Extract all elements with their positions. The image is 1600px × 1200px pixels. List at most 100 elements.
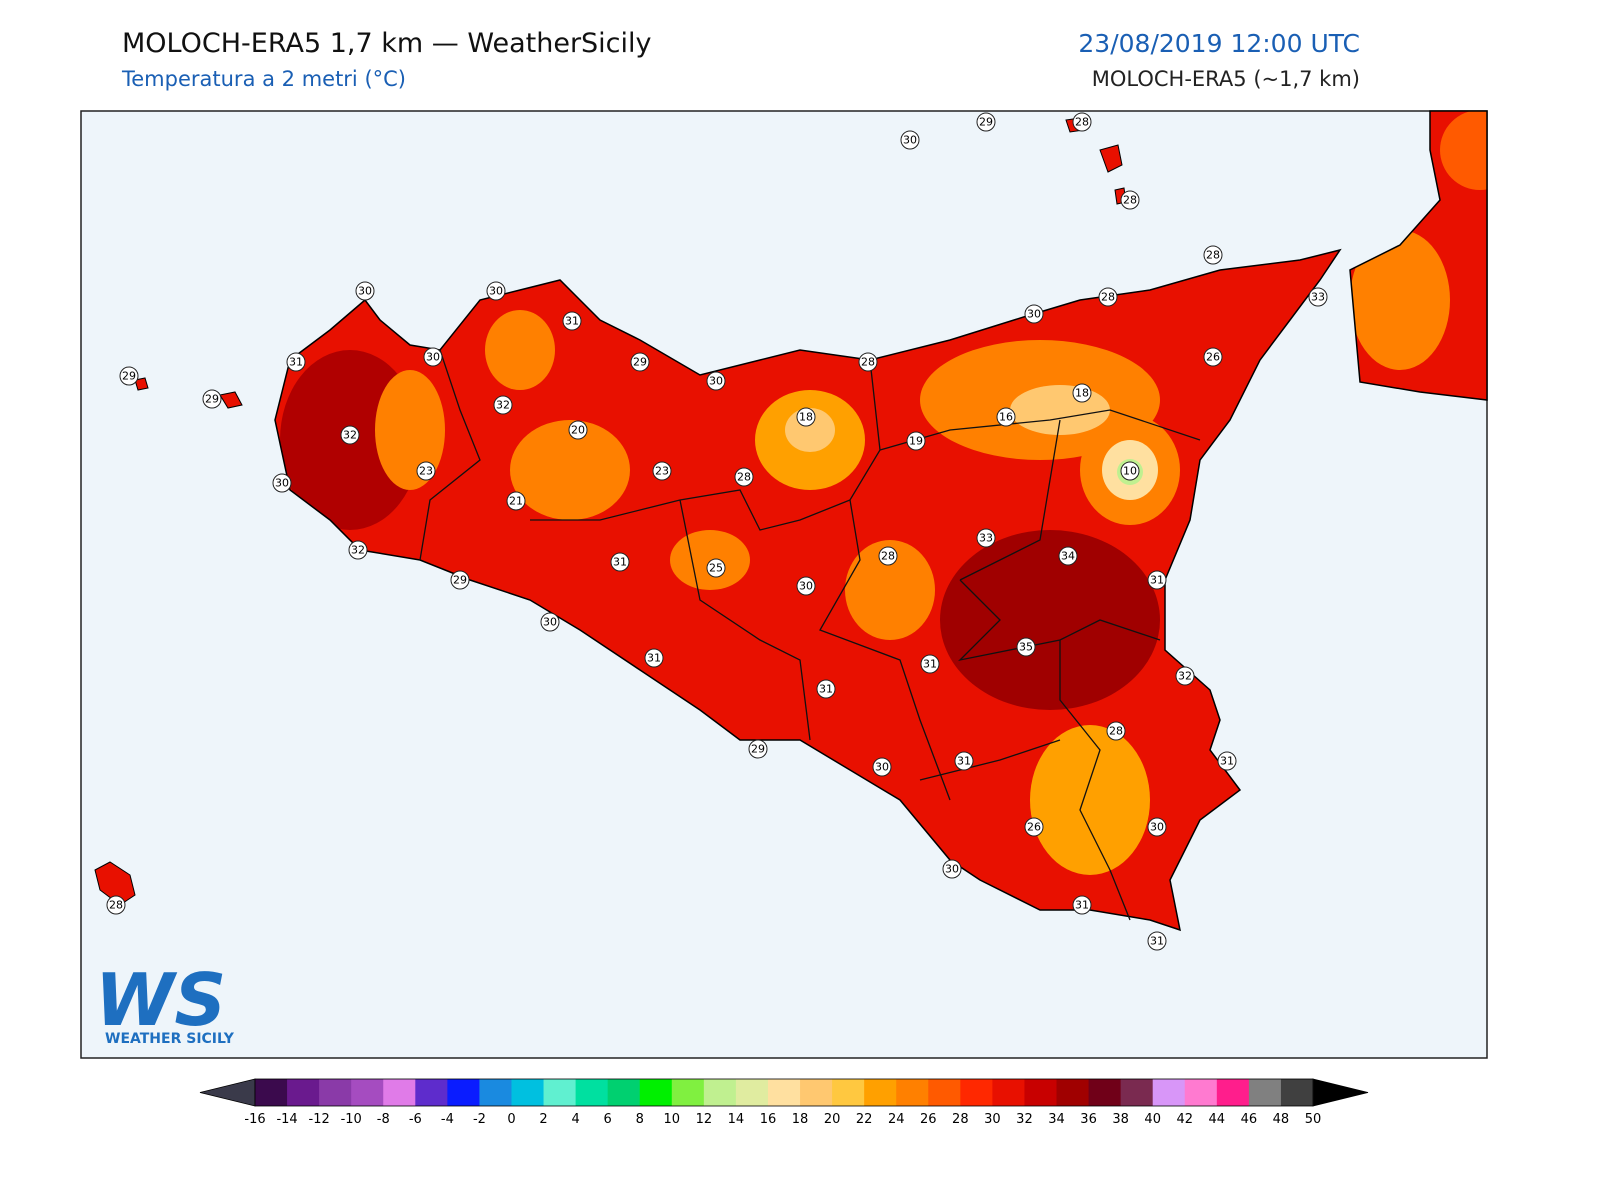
colorbar-tick-label: 18 [792,1112,809,1127]
station-value: 34 [1061,550,1075,563]
station-marker [1058,546,1078,566]
station: 31 [954,751,974,771]
colorbar-tick-label: 36 [1080,1112,1097,1127]
station-value: 28 [861,356,875,369]
station: 32 [348,540,368,560]
station: 29 [748,739,768,759]
colorbar-swatch [351,1079,384,1106]
colorbar-swatch [415,1079,448,1106]
station-marker [976,528,996,548]
colorbar-swatch [479,1079,512,1106]
station-value: 25 [709,562,723,575]
station-marker [1106,721,1126,741]
station-marker [796,576,816,596]
station-marker [706,371,726,391]
colorbar-tick-label: 20 [824,1112,841,1127]
colorbar-tick-label: 34 [1048,1112,1065,1127]
station-value: 31 [923,658,937,671]
station-value: 28 [737,471,751,484]
station-value: 20 [571,424,585,437]
station-value: 30 [275,477,289,490]
logo-mark: WS [95,958,226,1042]
station-marker [920,654,940,674]
colorbar-swatch [1280,1079,1314,1106]
station-marker [423,347,443,367]
colorbar-tick-label: 42 [1176,1112,1193,1127]
station-marker [748,739,768,759]
station: 32 [340,425,360,445]
station: 30 [355,281,375,301]
colorbar-tick-label: 40 [1144,1112,1161,1127]
station: 31 [286,352,306,372]
station-value: 31 [289,356,303,369]
station: 31 [610,552,630,572]
station-marker [1147,931,1167,951]
station-value: 30 [426,351,440,364]
colorbar-tick-label: -6 [409,1112,422,1127]
station-value: 30 [489,285,503,298]
station-marker [796,407,816,427]
station-value: 28 [109,899,123,912]
station-value: 29 [979,116,993,129]
station: 29 [450,570,470,590]
colorbar-over [1312,1078,1369,1107]
station-marker [900,130,920,150]
station-marker [1120,461,1140,481]
colorbar-tick-label: 26 [920,1112,937,1127]
station-value: 33 [1311,291,1325,304]
colorbar-swatch [1024,1079,1058,1106]
island [1099,144,1123,173]
station-value: 30 [1027,308,1041,321]
station-value: 28 [1075,116,1089,129]
station-value: 29 [122,370,136,383]
station: 30 [942,859,962,879]
colorbar-tick-label: 10 [664,1112,681,1127]
station-marker [954,751,974,771]
station-value: 10 [1123,465,1137,478]
station-value: 19 [909,435,923,448]
colorbar-swatch [447,1079,480,1106]
station-value: 29 [453,574,467,587]
station-marker [355,281,375,301]
station: 20 [568,420,588,440]
station: 30 [486,281,506,301]
station-value: 35 [1019,641,1033,654]
station-value: 32 [1178,670,1192,683]
station-marker [1203,347,1223,367]
station-marker [1203,245,1223,265]
station-value: 31 [1075,899,1089,912]
station: 28 [878,546,898,566]
station: 31 [644,648,664,668]
colorbar-swatch [383,1079,416,1106]
colorbar-swatch [1216,1079,1250,1106]
station: 31 [1147,570,1167,590]
colorbar-swatch [639,1079,673,1106]
station-marker [202,389,222,409]
station-marker [486,281,506,301]
station-marker [1024,304,1044,324]
station: 29 [202,389,222,409]
colorbar-swatch [575,1079,609,1106]
colorbar-swatch [1088,1079,1122,1106]
station: 30 [423,347,443,367]
station: 28 [1106,721,1126,741]
station-marker [878,546,898,566]
station-value: 28 [1109,725,1123,738]
station: 26 [1203,347,1223,367]
station-value: 23 [655,465,669,478]
station: 28 [858,352,878,372]
station-value: 30 [709,375,723,388]
station-value: 26 [1027,821,1041,834]
station-marker [1024,817,1044,837]
station: 28 [734,467,754,487]
station-value: 31 [819,683,833,696]
station: 19 [906,431,926,451]
station: 29 [119,366,139,386]
title: MOLOCH-ERA5 1,7 km — WeatherSicily [122,28,652,59]
station-value: 29 [751,743,765,756]
station: 28 [1120,190,1140,210]
station-marker [734,467,754,487]
station-value: 29 [205,393,219,406]
